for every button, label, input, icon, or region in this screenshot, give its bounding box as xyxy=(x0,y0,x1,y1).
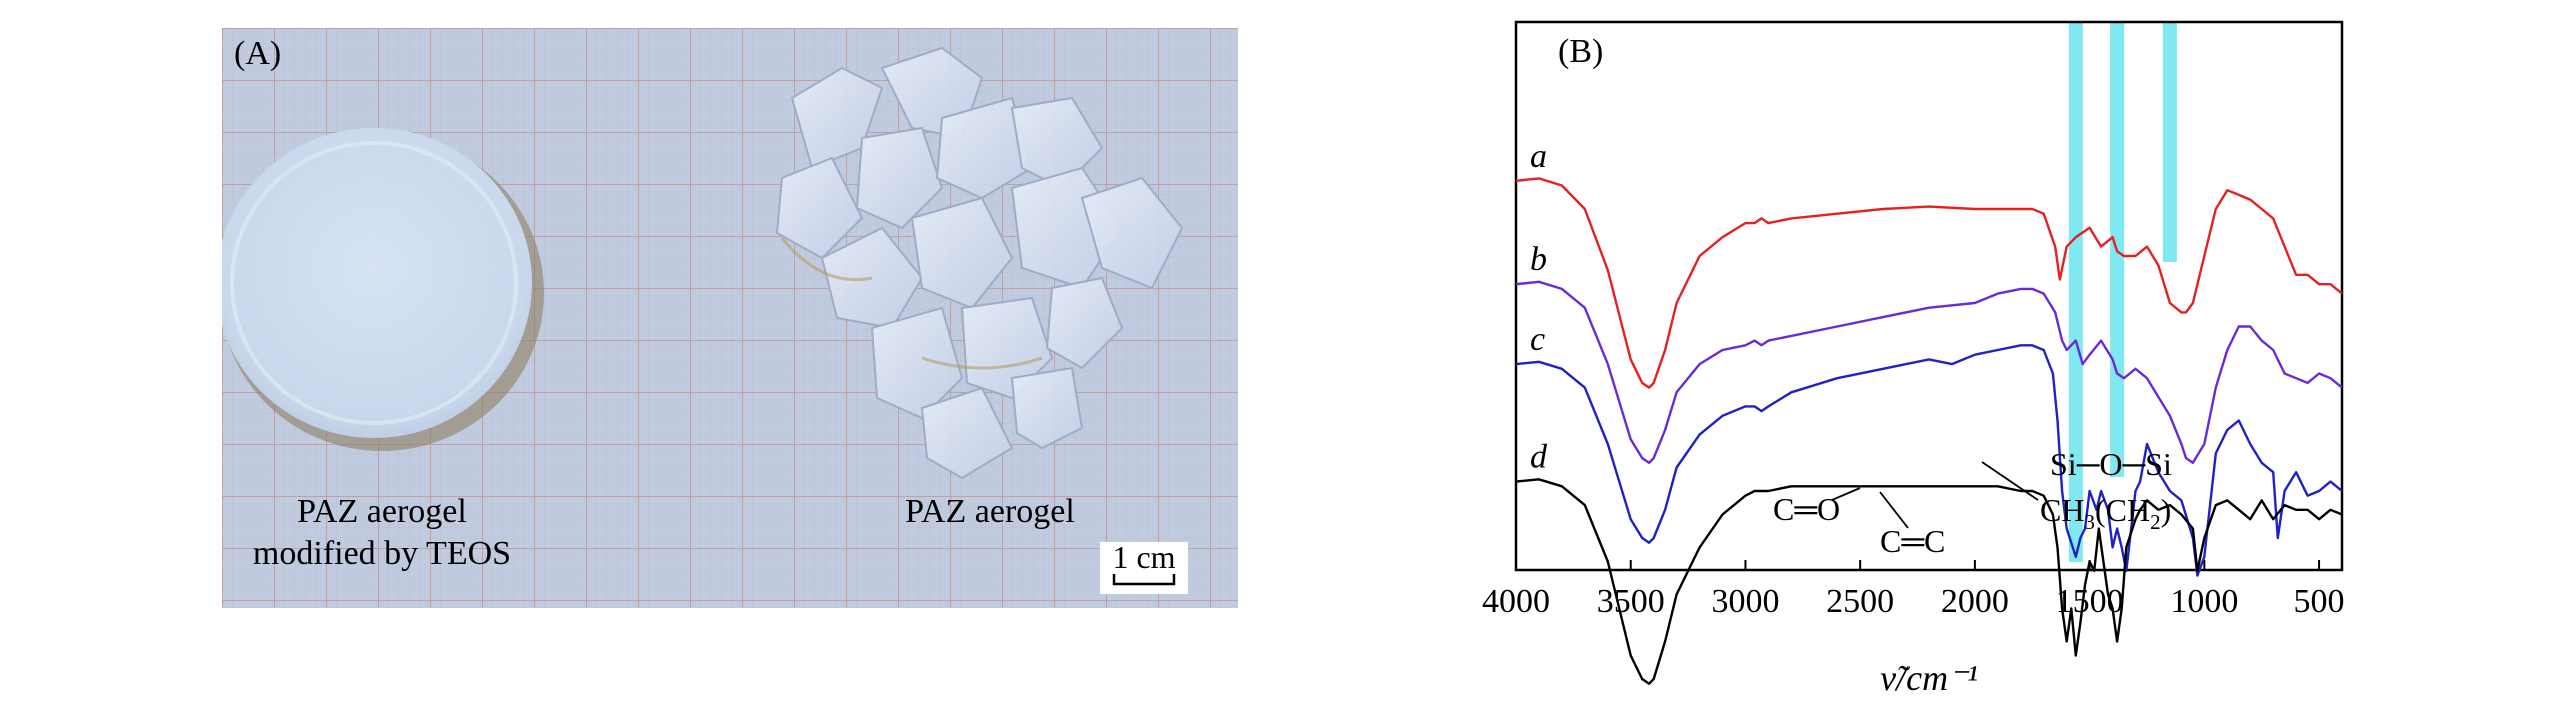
highlight-band xyxy=(2162,22,2177,262)
annotation-alkene: C═C xyxy=(1880,523,1945,559)
x-axis-ticks: 4000 3500 3000 2500 2000 1500 1000 500 xyxy=(1482,560,2345,620)
series-line-d xyxy=(1515,478,2343,685)
panel-b-label: (B) xyxy=(1558,33,1603,70)
peak-annotations: C═O C═C Si─O─Si CH3(CH2) xyxy=(1773,446,2172,559)
spectra-series xyxy=(1515,177,2343,685)
series-labels: a b c d xyxy=(1530,138,1548,476)
scale-bar-label: 1 cm xyxy=(1112,539,1175,575)
annotation-carbonyl-leader xyxy=(1831,487,1861,501)
series-line-b xyxy=(1515,280,2343,464)
modified-aerogel-disc xyxy=(222,128,544,451)
series-label-c: c xyxy=(1530,321,1545,358)
left-sample-caption-line2: modified by TEOS xyxy=(253,535,511,572)
plot-frame xyxy=(1514,20,2344,572)
aerogel-photo: (A) PAZ aerogel modified by TEOS PAZ aer… xyxy=(222,28,1238,608)
annotation-siloxane: Si─O─Si xyxy=(2050,446,2172,482)
x-tick-label: 1000 xyxy=(2170,583,2238,620)
x-tick-label: 2000 xyxy=(1941,583,2009,620)
x-tick-label: 2500 xyxy=(1826,583,1894,620)
series-line-c xyxy=(1515,344,2343,577)
aerogel-fragments xyxy=(775,46,1184,480)
left-sample-caption-line1: PAZ aerogel xyxy=(297,493,467,530)
series-label-a: a xyxy=(1530,138,1547,175)
series-line-a xyxy=(1515,177,2343,389)
scale-bar-background xyxy=(1100,542,1188,594)
x-tick-label: 3500 xyxy=(1597,583,1665,620)
series-label-b: b xyxy=(1530,241,1547,278)
x-tick-label: 4000 xyxy=(1482,583,1550,620)
scale-bar xyxy=(1112,574,1176,586)
x-tick-label: 3000 xyxy=(1711,583,1779,620)
series-label-d: d xyxy=(1530,439,1548,476)
annotation-carbonyl: C═O xyxy=(1773,491,1840,527)
annotation-alkyl: CH3(CH2) xyxy=(2040,492,2171,534)
right-sample-caption: PAZ aerogel xyxy=(905,493,1075,530)
annotation-alkyl-leader xyxy=(1981,461,2039,501)
x-axis-label: ν̃/cm⁻¹ xyxy=(1880,658,1978,698)
annotation-alkene-leader xyxy=(1879,491,1909,529)
highlight-band xyxy=(2068,22,2083,562)
panel-a-label: (A) xyxy=(234,35,281,72)
x-tick-label: 500 xyxy=(2294,583,2345,620)
